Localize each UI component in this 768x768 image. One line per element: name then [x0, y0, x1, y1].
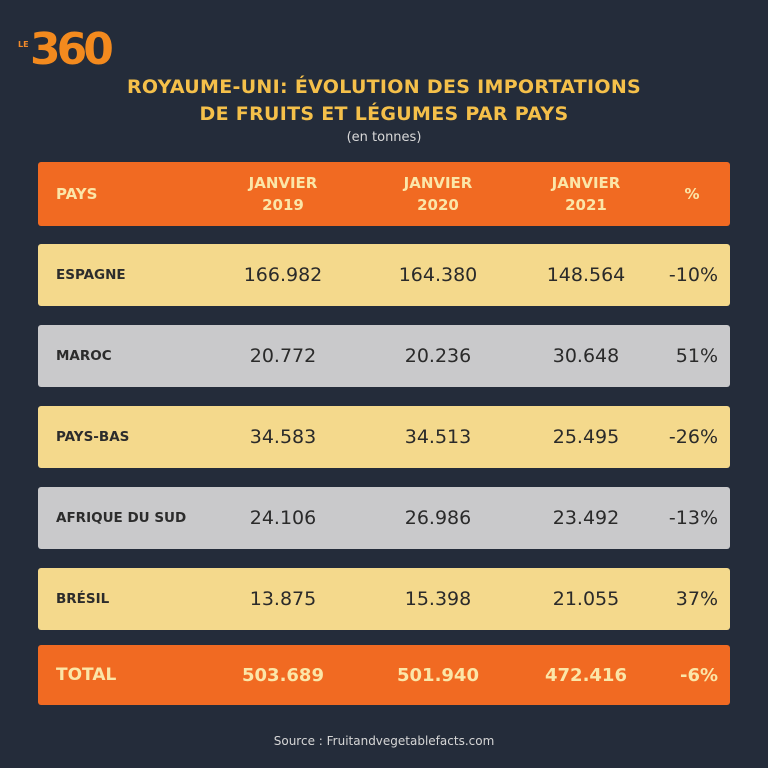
row-value-2019: 13.875 [249, 588, 317, 610]
logo-number: 360 [30, 24, 114, 75]
header-2021-year: 2021 [565, 196, 607, 214]
row-value-2019: 20.772 [249, 345, 317, 367]
table-header: PAYS JANVIER 2019 JANVIER 2020 JANVIER 2… [38, 162, 730, 226]
row-percent: 51% [675, 345, 718, 367]
total-label: TOTAL [56, 665, 117, 685]
row-value-2019: 34.583 [249, 426, 317, 448]
row-value-2020: 20.236 [404, 345, 472, 367]
row-value-2021: 23.492 [552, 507, 620, 529]
total-2021: 472.416 [545, 664, 627, 686]
table-row: ESPAGNE 166.982 164.380 148.564 -10% [38, 244, 730, 306]
total-percent: -6% [679, 664, 718, 686]
row-value-2020: 26.986 [404, 507, 472, 529]
header-2019-month: JANVIER [248, 174, 318, 192]
header-2020-month: JANVIER [403, 174, 473, 192]
row-percent: -26% [668, 426, 718, 448]
row-percent: -13% [668, 507, 718, 529]
table-row: AFRIQUE DU SUD 24.106 26.986 23.492 -13% [38, 487, 730, 549]
row-country: PAYS-BAS [56, 429, 130, 445]
logo-prefix: LE [18, 40, 29, 49]
header-percent: % [684, 185, 700, 203]
row-value-2021: 148.564 [546, 264, 626, 286]
chart-title-line-2: DE FRUITS ET LÉGUMES PAR PAYS [199, 103, 569, 125]
header-2021: JANVIER 2021 [516, 162, 656, 226]
le360-logo: LE 360 [18, 22, 114, 82]
row-value-2019: 24.106 [249, 507, 317, 529]
source-note: Source : Fruitandvegetablefacts.com [273, 734, 495, 748]
row-country: AFRIQUE DU SUD [56, 510, 187, 526]
row-value-2020: 34.513 [404, 426, 472, 448]
header-2020: JANVIER 2020 [368, 162, 508, 226]
table-row: BRÉSIL 13.875 15.398 21.055 37% [38, 568, 730, 630]
total-row: TOTAL 503.689 501.940 472.416 -6% [38, 645, 730, 705]
table-row: MAROC 20.772 20.236 30.648 51% [38, 325, 730, 387]
row-percent: 37% [675, 588, 718, 610]
chart-title-line-1: ROYAUME-UNI: ÉVOLUTION DES IMPORTATIONS [126, 76, 642, 98]
chart-subtitle: (en tonnes) [346, 130, 422, 145]
header-2019-year: 2019 [262, 196, 304, 214]
row-value-2020: 15.398 [404, 588, 472, 610]
header-2021-month: JANVIER [551, 174, 621, 192]
row-value-2020: 164.380 [398, 264, 478, 286]
header-2020-year: 2020 [417, 196, 459, 214]
header-country: PAYS [56, 185, 98, 203]
row-value-2021: 21.055 [552, 588, 620, 610]
table-row: PAYS-BAS 34.583 34.513 25.495 -26% [38, 406, 730, 468]
total-2020: 501.940 [397, 664, 479, 686]
row-country: BRÉSIL [56, 591, 110, 607]
row-value-2021: 30.648 [552, 345, 620, 367]
row-percent: -10% [668, 264, 718, 286]
row-country: ESPAGNE [56, 267, 126, 283]
row-country: MAROC [56, 348, 112, 364]
row-value-2019: 166.982 [243, 264, 323, 286]
row-value-2021: 25.495 [552, 426, 620, 448]
total-2019: 503.689 [242, 664, 324, 686]
header-2019: JANVIER 2019 [218, 162, 348, 226]
